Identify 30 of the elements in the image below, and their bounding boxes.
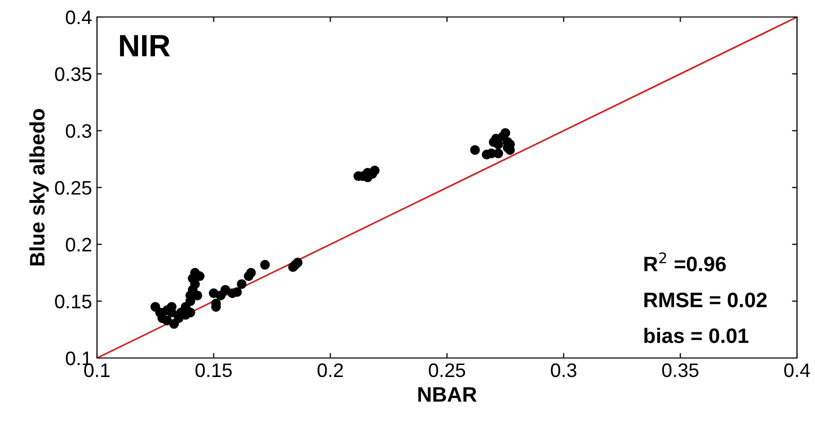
annotation: R$^{2}$ =0.96 (644, 252, 726, 272)
point (493, 139, 504, 150)
chart-title: NIR (120, 35, 170, 56)
annotation: RMSE = 0.02 (644, 292, 767, 308)
point (470, 145, 480, 155)
x-axis-title: NBAR (418, 387, 477, 402)
point (232, 287, 242, 297)
x-tick-label: 0.4 (784, 363, 810, 378)
y-axis-title: Blue sky albedo (29, 109, 49, 266)
x-tick-label: 0.35 (662, 363, 698, 378)
y-tick-label: 0.4 (66, 10, 92, 24)
point (500, 128, 510, 138)
point (290, 260, 300, 270)
point (246, 268, 256, 278)
x-tick-label: 0.3 (550, 363, 576, 378)
annotation: bias = 0.01 (644, 328, 748, 344)
point (493, 148, 504, 158)
y-tick-label: 0.3 (66, 124, 92, 138)
y-tick-label: 0.35 (55, 67, 92, 82)
y-tick-label: 0.15 (55, 294, 92, 308)
point (190, 279, 200, 289)
point (220, 284, 230, 295)
point (260, 260, 270, 270)
y-tick-label: 0.2 (66, 238, 92, 252)
y-tick-label: 0.25 (55, 180, 92, 195)
x-tick-label: 0.25 (428, 363, 466, 378)
x-tick-label: 0.15 (196, 363, 232, 378)
point (236, 279, 247, 289)
x-tick-label: 0.2 (318, 363, 343, 378)
y-tick-label: 0.1 (66, 351, 92, 366)
